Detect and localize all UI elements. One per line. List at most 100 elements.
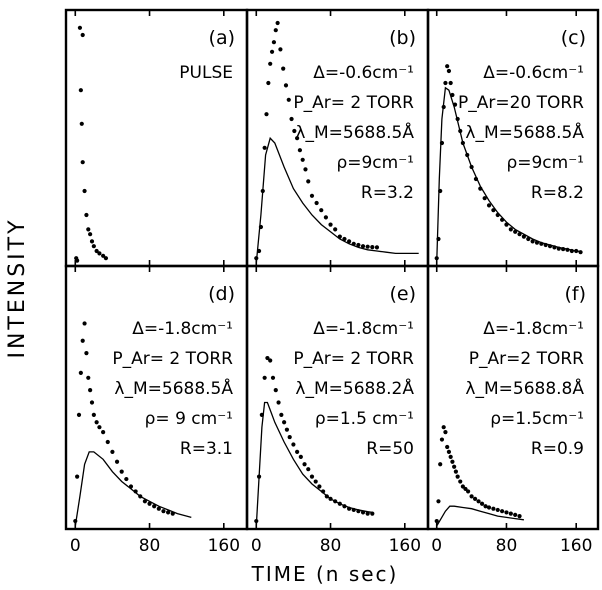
data-point <box>276 400 281 405</box>
panel-label: (a) <box>209 27 235 49</box>
data-point <box>347 239 352 244</box>
data-point <box>486 203 492 208</box>
x-tick-label: 0 <box>70 536 81 556</box>
panel-annotation: P_Ar= 2 TORR <box>293 93 414 113</box>
data-point <box>441 425 446 430</box>
data-point <box>295 136 300 141</box>
panel-annotation: λ_M=5688.5Å <box>295 121 414 143</box>
data-point <box>513 512 518 517</box>
fit-curve <box>74 451 192 527</box>
panel-annotation: λ_M=5688.2Å <box>295 377 414 399</box>
data-point <box>482 196 487 201</box>
panel-annotation: PULSE <box>179 63 233 83</box>
data-point <box>300 157 305 162</box>
data-point <box>443 80 448 86</box>
data-point <box>78 370 83 375</box>
x-axis-label: TIME (n sec) <box>251 562 399 586</box>
data-point <box>319 208 324 213</box>
data-point <box>508 227 513 232</box>
data-point <box>495 507 500 513</box>
data-point <box>86 227 91 232</box>
data-point <box>360 244 366 249</box>
data-point <box>91 412 96 417</box>
data-point <box>504 510 509 515</box>
data-point <box>271 40 277 45</box>
x-tick-label: 160 <box>389 536 421 556</box>
data-point <box>370 245 375 250</box>
data-point <box>286 97 291 102</box>
panel-label: (e) <box>389 283 416 305</box>
panel-annotation: Δ=-1.8cm⁻¹ <box>132 319 233 339</box>
data-point <box>463 486 468 492</box>
data-point <box>313 479 318 484</box>
data-point <box>448 80 453 86</box>
data-point <box>289 116 294 122</box>
data-point <box>476 499 481 504</box>
panel-f: (f) Δ=-1.8cm⁻¹ P_Ar=2 TORR λ_M=5688.8Å ρ=1.5… <box>426 264 600 556</box>
data-point <box>110 449 115 454</box>
data-point <box>309 193 315 198</box>
data-point <box>521 234 526 239</box>
data-point <box>295 449 300 454</box>
data-point <box>270 375 276 380</box>
x-tick-label: 160 <box>208 536 240 556</box>
data-point <box>80 32 85 38</box>
data-point <box>101 430 106 435</box>
panel-annotation: λ_M=5688.8Å <box>465 377 584 399</box>
data-point <box>374 245 380 250</box>
data-point <box>114 459 120 464</box>
data-point <box>445 444 450 450</box>
data-point <box>82 321 87 326</box>
data-point <box>94 420 99 425</box>
data-point <box>273 388 278 393</box>
panel-annotation: λ_M=5688.5Å <box>465 121 584 143</box>
panel-e: (e) Δ=-1.8cm⁻¹ P_Ar= 2 TORR λ_M=5688.2Å ρ=1.… <box>245 264 430 556</box>
panel-c: (c) Δ=-0.6cm⁻¹ P_Ar=20 TORR λ_M=5688.5Å ρ=9c… <box>426 8 600 268</box>
panel-a: (a) PULSE <box>64 8 249 268</box>
data-point <box>342 236 347 242</box>
data-point <box>298 454 303 459</box>
data-point <box>365 244 370 249</box>
data-point <box>438 462 443 467</box>
data-point <box>472 496 478 501</box>
data-point <box>152 504 157 509</box>
data-point <box>292 128 297 134</box>
fit-curve <box>436 86 581 264</box>
data-point <box>283 83 289 88</box>
data-point <box>517 514 522 519</box>
panel-annotation: Δ=-1.8cm⁻¹ <box>483 319 584 339</box>
data-point <box>78 88 83 93</box>
data-point <box>306 467 311 472</box>
data-point <box>284 427 290 432</box>
data-point <box>479 501 485 506</box>
data-point <box>513 229 518 234</box>
data-point <box>84 212 89 218</box>
data-point <box>302 462 307 467</box>
fit-curve <box>255 136 419 264</box>
panel-annotation: P_Ar= 2 TORR <box>293 349 414 369</box>
data-point <box>445 64 450 69</box>
data-point <box>486 505 492 510</box>
data-point <box>75 258 80 263</box>
data-point <box>439 437 445 442</box>
data-point <box>491 506 496 511</box>
data-point <box>455 474 460 479</box>
data-point <box>86 375 91 380</box>
x-tick-label: 80 <box>496 536 518 556</box>
data-point <box>147 501 152 506</box>
data-point <box>333 227 338 232</box>
panel-annotation: Δ=-1.8cm⁻¹ <box>313 319 414 339</box>
data-point <box>469 494 474 499</box>
data-point <box>443 430 448 435</box>
panel-frame <box>426 264 600 531</box>
data-point <box>88 388 93 393</box>
data-point <box>268 61 273 66</box>
data-point <box>156 506 161 511</box>
data-point <box>517 232 522 237</box>
panel-annotation: R=8.2 <box>531 183 584 203</box>
data-point <box>76 412 82 417</box>
data-point <box>434 518 439 524</box>
data-point <box>94 248 99 254</box>
data-point <box>297 148 303 153</box>
